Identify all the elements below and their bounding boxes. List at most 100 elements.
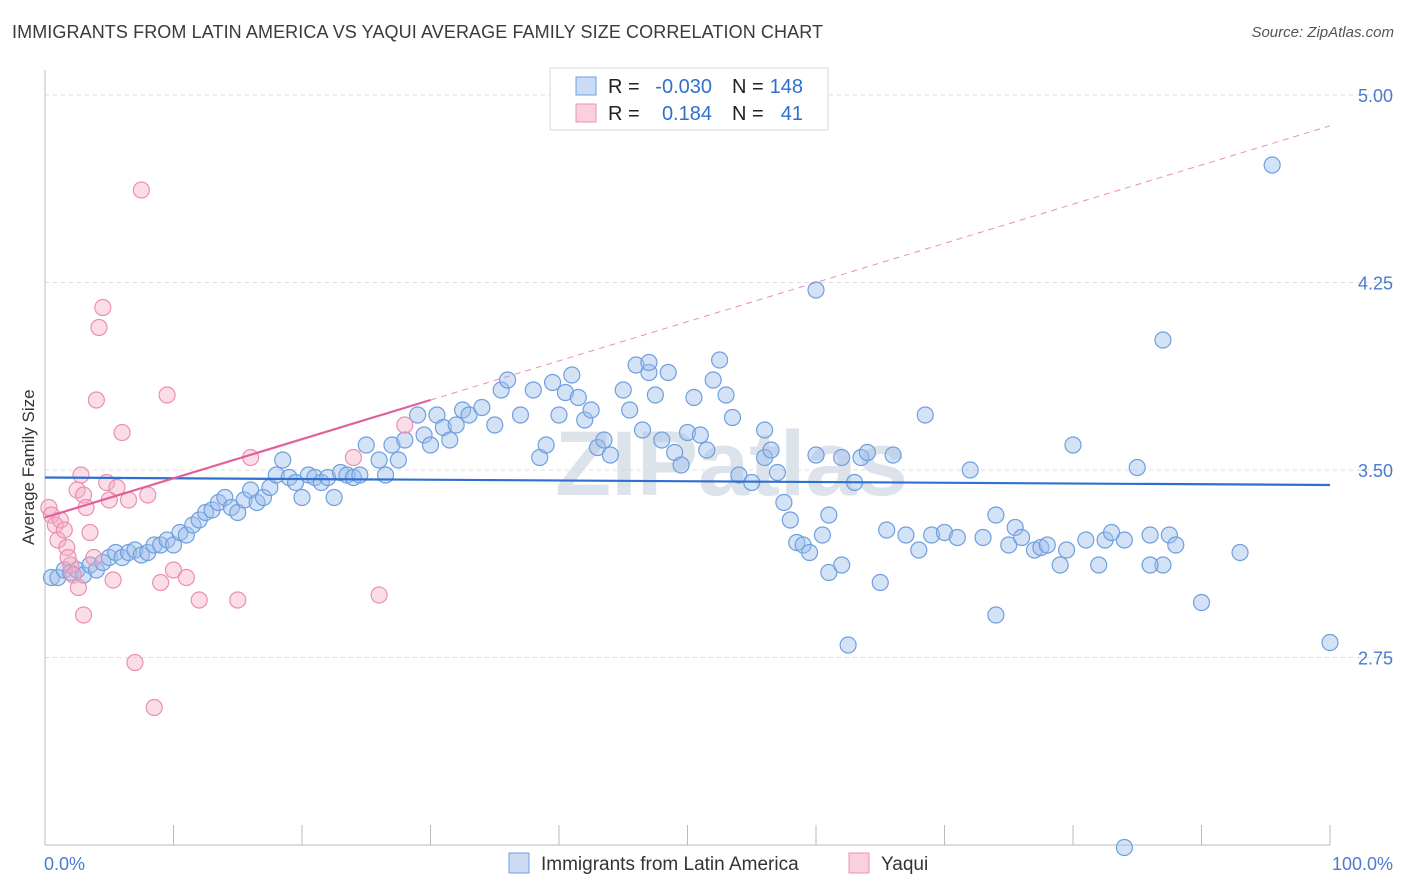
data-point-latin-america [1231, 543, 1249, 562]
data-point-latin-america [42, 568, 61, 587]
data-point-latin-america [755, 421, 774, 439]
data-point-latin-america [807, 281, 825, 299]
data-point-latin-america [460, 406, 478, 424]
data-point-latin-america [325, 488, 343, 507]
data-point-latin-america [961, 461, 979, 479]
data-point-latin-america [1115, 838, 1134, 857]
data-point-yaqui [55, 521, 73, 539]
data-point-latin-america [884, 446, 902, 464]
data-point-latin-america [396, 431, 414, 449]
y-tick-labels: 2.75 3.50 4.25 5.00 [1358, 86, 1393, 669]
data-point-latin-america [409, 406, 427, 424]
data-point-latin-america [357, 436, 375, 454]
data-point-latin-america [1128, 458, 1146, 477]
legend: R = -0.030 N = 148 R = 0.184 N = 41 [549, 67, 829, 131]
data-point-latin-america [499, 371, 517, 389]
data-point-latin-america [601, 446, 620, 464]
data-point-latin-america [614, 381, 632, 399]
legend-r-value-1: -0.030 [655, 76, 712, 98]
data-point-latin-america [807, 446, 825, 464]
data-point-latin-america [556, 383, 575, 402]
data-point-latin-america [1263, 156, 1281, 174]
data-point-latin-america [254, 488, 273, 507]
bottom-legend-swatch-pink [848, 852, 870, 874]
data-point-latin-america [235, 491, 253, 509]
legend-swatch-pink [575, 103, 597, 123]
trend-extension-yaqui [430, 125, 1331, 401]
data-point-yaqui [74, 486, 93, 504]
data-point-latin-america [730, 466, 748, 484]
data-point-latin-america [1141, 556, 1159, 574]
legend-n-label-2: N = [732, 103, 764, 125]
data-point-latin-america [858, 443, 877, 462]
data-point-latin-america [813, 526, 832, 544]
data-point-latin-america [486, 416, 504, 434]
data-point-latin-america [563, 366, 581, 384]
data-point-latin-america [935, 523, 954, 542]
data-point-latin-america [383, 436, 401, 454]
data-point-latin-america [833, 448, 851, 467]
chart-source: Source: ZipAtlas.com [1251, 24, 1394, 41]
y-tick-label: 4.25 [1358, 274, 1393, 294]
data-point-latin-america [1141, 526, 1159, 544]
data-point-yaqui [164, 561, 183, 579]
data-point-latin-america [550, 406, 568, 424]
data-point-latin-america [800, 543, 819, 562]
data-point-latin-america [678, 423, 697, 442]
data-point-yaqui [126, 653, 144, 672]
data-point-yaqui [344, 448, 362, 467]
data-point-latin-america [351, 466, 369, 484]
data-point-latin-america [987, 506, 1005, 524]
axes [44, 70, 1331, 846]
data-point-latin-america [948, 528, 966, 547]
data-point-latin-america [473, 398, 491, 417]
data-point-yaqui [177, 568, 195, 587]
data-point-latin-america [1090, 556, 1108, 574]
data-point-latin-america [723, 408, 742, 427]
data-point-latin-america [762, 441, 780, 459]
data-point-latin-america [370, 451, 388, 469]
data-point-latin-america [1006, 518, 1024, 537]
data-point-latin-america [1064, 436, 1082, 454]
data-point-yaqui [190, 591, 208, 609]
data-point-latin-america [820, 506, 838, 524]
data-point-latin-america [1115, 531, 1134, 549]
bottom-legend-swatch-blue [508, 852, 530, 874]
data-point-yaqui [132, 181, 150, 199]
data-point-latin-america [441, 431, 459, 449]
data-point-yaqui [74, 606, 93, 624]
data-point-latin-america [319, 468, 337, 487]
x-tick-label-max: 100.0% [1332, 854, 1393, 874]
data-point-latin-america [1038, 536, 1056, 554]
data-point-latin-america [775, 493, 793, 512]
trend-line-latin-america [44, 476, 1331, 487]
data-point-yaqui [229, 591, 247, 609]
trend-lines [44, 125, 1331, 519]
legend-r-label-2: R = [608, 103, 640, 125]
data-point-latin-america [916, 406, 934, 424]
data-point-latin-america [871, 573, 889, 592]
data-point-latin-america [492, 381, 510, 399]
data-point-latin-america [569, 388, 587, 407]
legend-swatch-blue [575, 76, 597, 96]
data-point-latin-america [293, 488, 311, 507]
data-point-latin-america [640, 353, 658, 372]
data-point-yaqui [85, 548, 103, 567]
y-tick-label: 5.00 [1358, 86, 1393, 106]
data-point-latin-america [1057, 541, 1076, 559]
data-point-latin-america [543, 373, 562, 392]
data-point-yaqui [139, 486, 157, 504]
data-point-latin-america [274, 451, 292, 469]
data-point-latin-america [704, 371, 722, 389]
series-latin-america [42, 156, 1339, 857]
legend-r-value-2: 0.184 [662, 103, 712, 125]
y-axis-title: Average Family Size [19, 389, 38, 545]
x-tick-labels: 0.0% 100.0% [44, 854, 1393, 874]
data-point-yaqui [104, 571, 122, 589]
data-point-latin-america [216, 488, 234, 507]
data-point-yaqui [81, 523, 99, 542]
data-point-latin-america [421, 436, 440, 454]
data-point-latin-america [415, 426, 433, 444]
data-point-yaqui [370, 586, 388, 604]
trend-line-yaqui [44, 398, 431, 519]
